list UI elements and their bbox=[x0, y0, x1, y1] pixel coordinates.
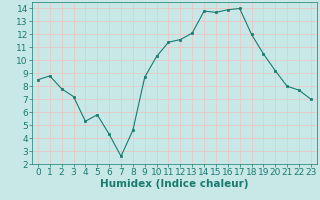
X-axis label: Humidex (Indice chaleur): Humidex (Indice chaleur) bbox=[100, 179, 249, 189]
